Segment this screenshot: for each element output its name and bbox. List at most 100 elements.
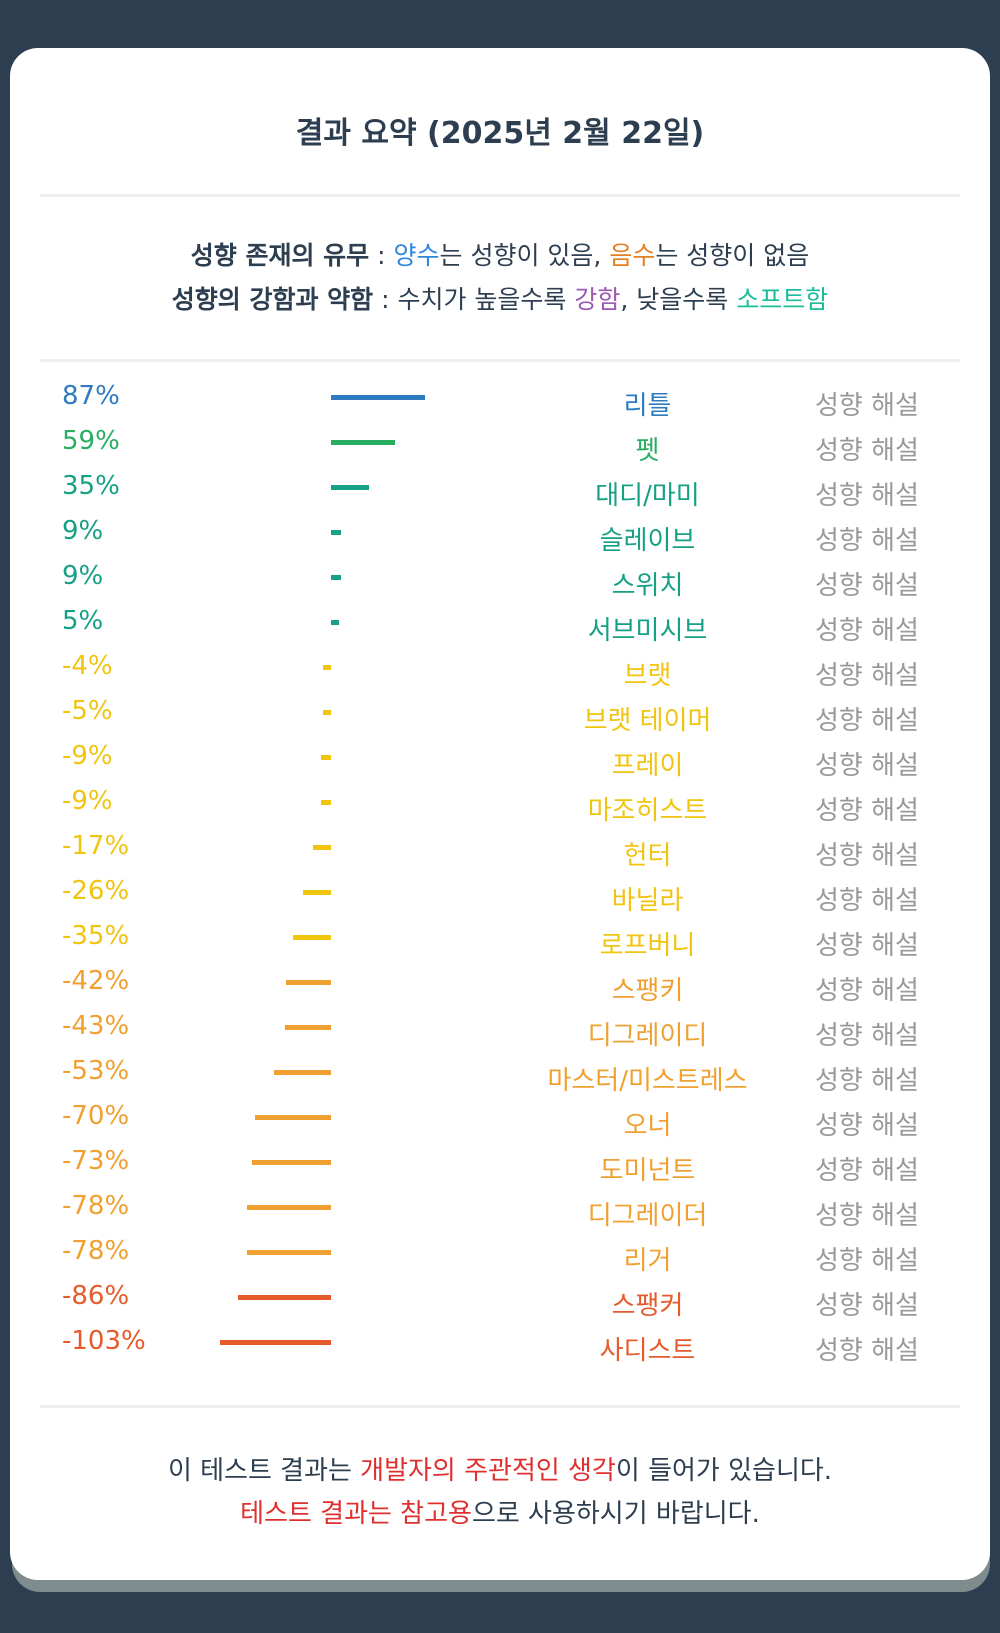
- divider: [40, 194, 960, 197]
- legend-line-2: 성향의 강함과 약함 : 수치가 높을수록 강함, 낮을수록 소프트함: [0, 280, 1000, 316]
- trait-explain-link[interactable]: 성향 해설: [815, 481, 919, 511]
- score-bar: [331, 395, 425, 400]
- percent-value: -53%: [62, 1056, 130, 1086]
- percent-value: -26%: [62, 876, 130, 906]
- result-row: 5% 서브미시브 성향 해설: [0, 606, 1000, 651]
- trait-name: 스위치: [611, 571, 684, 601]
- score-bar: [246, 1205, 331, 1210]
- result-row: -78% 디그레이더 성향 해설: [0, 1191, 1000, 1236]
- trait-explain-link[interactable]: 성향 해설: [815, 1066, 919, 1096]
- percent-value: -17%: [62, 831, 130, 861]
- trait-explain-link[interactable]: 성향 해설: [815, 1291, 919, 1321]
- score-bar: [331, 440, 395, 445]
- trait-explain-link[interactable]: 성향 해설: [815, 931, 919, 961]
- score-bar: [255, 1115, 331, 1120]
- trait-explain-link[interactable]: 성향 해설: [815, 571, 919, 601]
- result-row: -70% 오너 성향 해설: [0, 1101, 1000, 1146]
- percent-value: -9%: [62, 786, 113, 816]
- result-row: 9% 슬레이브 성향 해설: [0, 516, 1000, 561]
- score-bar: [219, 1340, 331, 1345]
- legend-heading: 성향 존재의 유무: [190, 241, 370, 270]
- trait-name: 브랫: [623, 661, 672, 691]
- result-row: -17% 헌터 성향 해설: [0, 831, 1000, 876]
- trait-name: 오너: [623, 1111, 672, 1141]
- score-bar: [238, 1295, 331, 1300]
- percent-value: -35%: [62, 921, 130, 951]
- footer-text: 이 들어가 있습니다.: [615, 1456, 833, 1486]
- sep: :: [369, 241, 394, 270]
- score-bar: [246, 1250, 331, 1255]
- sep: :: [373, 285, 398, 314]
- trait-name: 브랫 테이머: [583, 706, 712, 736]
- score-bar: [302, 890, 331, 895]
- trait-name: 디그레이더: [587, 1201, 708, 1231]
- trait-explain-link[interactable]: 성향 해설: [815, 841, 919, 871]
- result-row: -103% 사디스트 성향 해설: [0, 1326, 1000, 1371]
- footer-highlight: 개발자의 주관적인 생각: [360, 1456, 616, 1486]
- percent-value: 35%: [62, 471, 120, 501]
- footer-highlight: 테스트 결과는 참고용: [240, 1499, 472, 1529]
- trait-name: 리거: [623, 1246, 672, 1276]
- trait-explain-link[interactable]: 성향 해설: [815, 391, 919, 421]
- trait-name: 펫: [635, 436, 660, 466]
- percent-value: 9%: [62, 561, 104, 591]
- score-bar: [321, 755, 331, 760]
- legend-text: 는 성향이 있음,: [439, 241, 610, 270]
- legend-heading: 성향의 강함과 약함: [171, 285, 374, 314]
- score-bar: [323, 665, 331, 670]
- score-bar: [331, 620, 339, 625]
- positive-label: 양수: [393, 241, 440, 270]
- result-row: 59% 펫 성향 해설: [0, 426, 1000, 471]
- trait-explain-link[interactable]: 성향 해설: [815, 706, 919, 736]
- trait-explain-link[interactable]: 성향 해설: [815, 1246, 919, 1276]
- footer-text: 이 테스트 결과는: [167, 1456, 361, 1486]
- score-bar: [331, 575, 341, 580]
- footer-line-2: 테스트 결과는 참고용으로 사용하시기 바랍니다.: [0, 1493, 1000, 1530]
- divider: [40, 1405, 960, 1408]
- percent-value: -70%: [62, 1101, 130, 1131]
- trait-explain-link[interactable]: 성향 해설: [815, 1156, 919, 1186]
- trait-explain-link[interactable]: 성향 해설: [815, 886, 919, 916]
- score-bar: [273, 1070, 331, 1075]
- trait-name: 마스터/미스트레스: [547, 1066, 748, 1096]
- score-bar: [293, 935, 331, 940]
- percent-value: 59%: [62, 426, 120, 456]
- result-row: -86% 스팽커 성향 해설: [0, 1281, 1000, 1326]
- trait-explain-link[interactable]: 성향 해설: [815, 1336, 919, 1366]
- trait-name: 슬레이브: [599, 526, 696, 556]
- trait-explain-link[interactable]: 성향 해설: [815, 1021, 919, 1051]
- result-row: -26% 바닐라 성향 해설: [0, 876, 1000, 921]
- percent-value: -78%: [62, 1236, 130, 1266]
- footer-line-1: 이 테스트 결과는 개발자의 주관적인 생각이 들어가 있습니다.: [0, 1450, 1000, 1487]
- percent-value: -73%: [62, 1146, 130, 1176]
- divider: [40, 359, 960, 362]
- score-bar: [331, 485, 369, 490]
- percent-value: -78%: [62, 1191, 130, 1221]
- soft-label: 소프트함: [736, 285, 829, 314]
- trait-explain-link[interactable]: 성향 해설: [815, 436, 919, 466]
- trait-explain-link[interactable]: 성향 해설: [815, 1111, 919, 1141]
- result-row: 87% 리틀 성향 해설: [0, 381, 1000, 426]
- result-row: 9% 스위치 성향 해설: [0, 561, 1000, 606]
- percent-value: -86%: [62, 1281, 130, 1311]
- percent-value: -42%: [62, 966, 130, 996]
- result-row: -78% 리거 성향 해설: [0, 1236, 1000, 1281]
- result-row: 35% 대디/마미 성향 해설: [0, 471, 1000, 516]
- trait-explain-link[interactable]: 성향 해설: [815, 661, 919, 691]
- result-row: -9% 프레이 성향 해설: [0, 741, 1000, 786]
- trait-explain-link[interactable]: 성향 해설: [815, 976, 919, 1006]
- result-row: -9% 마조히스트 성향 해설: [0, 786, 1000, 831]
- result-row: -4% 브랫 성향 해설: [0, 651, 1000, 696]
- score-bar: [321, 800, 331, 805]
- trait-explain-link[interactable]: 성향 해설: [815, 526, 919, 556]
- trait-explain-link[interactable]: 성향 해설: [815, 616, 919, 646]
- trait-explain-link[interactable]: 성향 해설: [815, 796, 919, 826]
- trait-name: 디그레이디: [587, 1021, 708, 1051]
- percent-value: 5%: [62, 606, 104, 636]
- trait-name: 마조히스트: [587, 796, 708, 826]
- score-bar: [323, 710, 331, 715]
- percent-value: -5%: [62, 696, 113, 726]
- percent-value: -103%: [62, 1326, 146, 1356]
- trait-explain-link[interactable]: 성향 해설: [815, 751, 919, 781]
- trait-explain-link[interactable]: 성향 해설: [815, 1201, 919, 1231]
